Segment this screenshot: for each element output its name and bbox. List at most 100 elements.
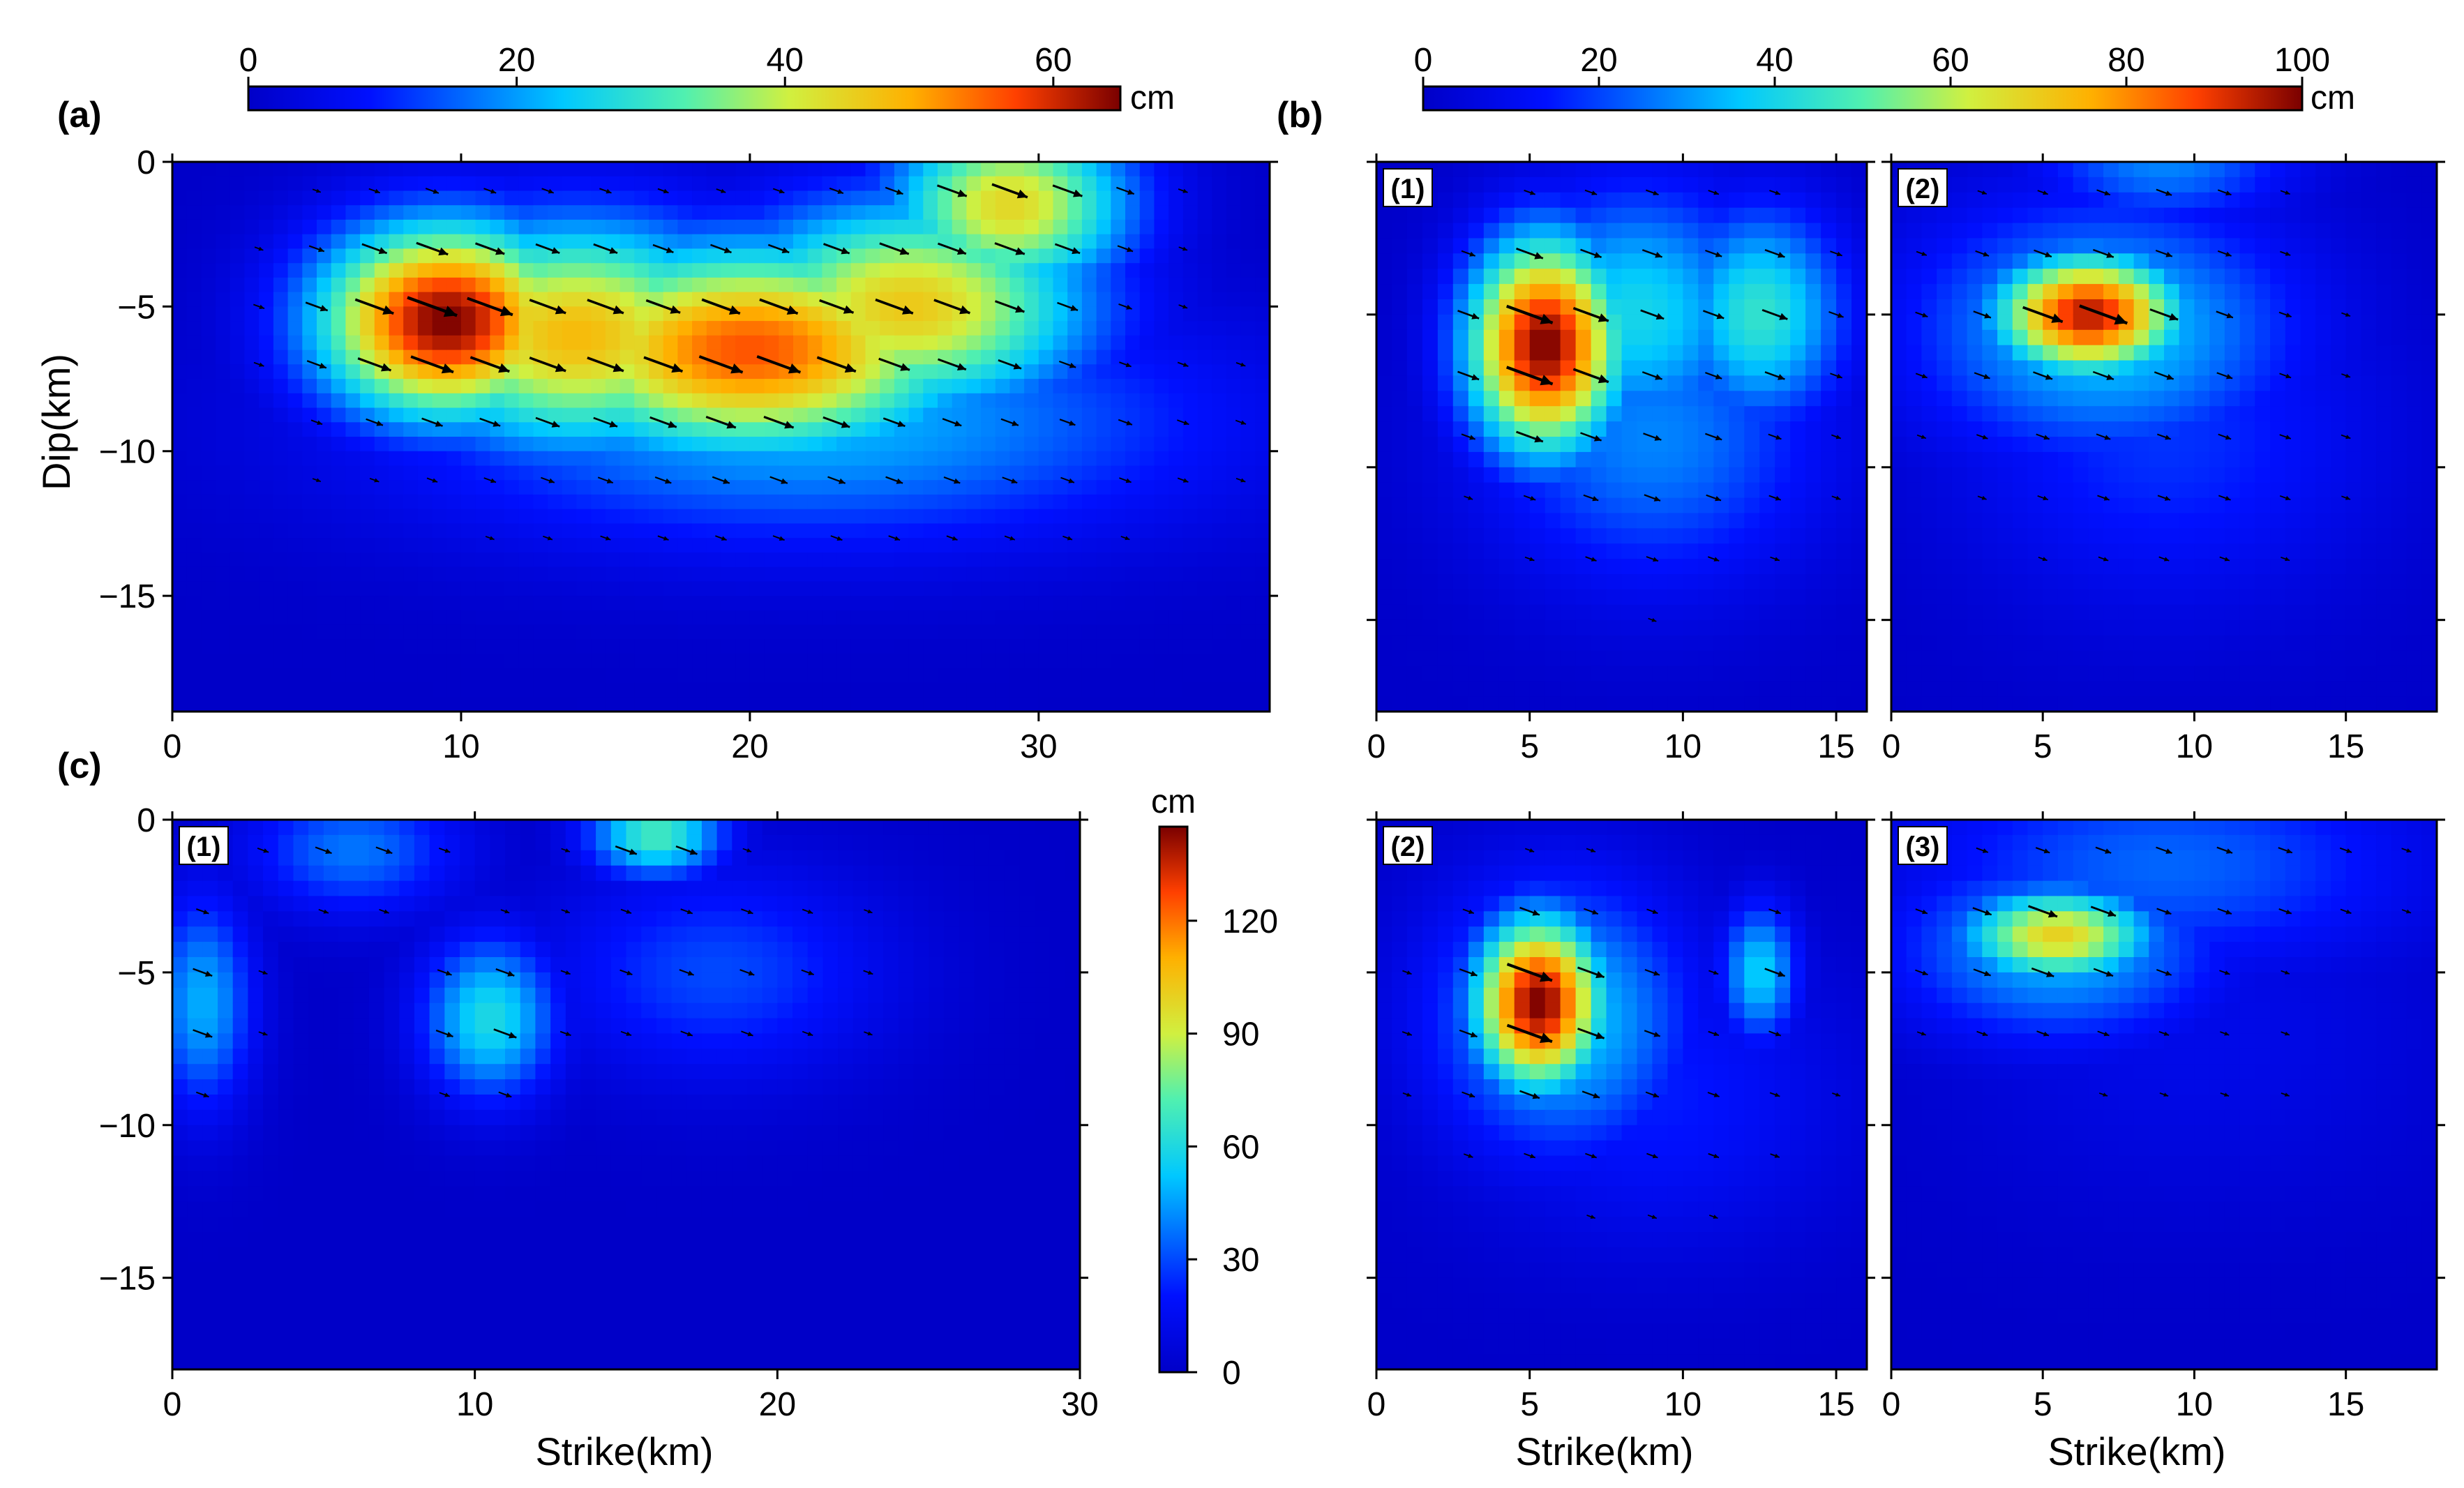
slip-cell	[201, 364, 216, 379]
slip-cell	[1575, 574, 1592, 590]
slip-cell	[938, 552, 953, 568]
slip-cell	[1713, 574, 1729, 590]
slip-cell	[1891, 299, 1907, 315]
slip-cell	[230, 610, 246, 626]
slip-cell	[1514, 666, 1531, 682]
slip-cell	[1067, 437, 1083, 452]
slip-cell	[938, 654, 953, 669]
slip-cell	[216, 581, 231, 596]
slip-cell	[634, 407, 649, 423]
slip-cell	[1125, 176, 1141, 191]
slip-cell	[1169, 422, 1184, 437]
slip-cell	[345, 538, 361, 553]
slip-cell	[403, 682, 419, 698]
rake-arrow-head	[1529, 190, 1535, 195]
slip-cell	[735, 292, 751, 307]
rake-arrow-head	[670, 305, 681, 314]
slip-cell	[1967, 497, 1983, 514]
slip-cell	[1038, 407, 1054, 423]
slip-cell	[504, 321, 520, 336]
slip-cell	[1851, 497, 1868, 514]
slip-cell	[1805, 207, 1821, 224]
slip-cell	[1038, 393, 1054, 409]
slip-cell	[692, 451, 707, 466]
slip-cell	[576, 248, 592, 264]
slip-cell	[1729, 375, 1745, 391]
slip-cell	[1498, 574, 1515, 590]
slip-cell	[2057, 513, 2074, 529]
slip-cell	[417, 509, 433, 524]
slip-cell	[908, 234, 924, 249]
slip-cell	[417, 219, 433, 235]
slip-cell	[2027, 329, 2043, 346]
slip-cell	[1406, 253, 1423, 269]
y-tick-label: −15	[99, 578, 156, 615]
slip-cell	[2103, 574, 2119, 590]
slip-cell	[2027, 192, 2043, 209]
slip-cell	[880, 480, 895, 495]
slip-cell	[446, 248, 462, 264]
rake-arrow-head	[728, 305, 740, 315]
slip-cell	[2043, 162, 2059, 178]
slip-cell	[1483, 284, 1500, 300]
slip-cell	[1729, 650, 1745, 666]
slip-cell	[1906, 345, 1922, 361]
slip-cell	[1545, 238, 1561, 254]
slip-cell	[1545, 192, 1561, 209]
slip-cell	[908, 219, 924, 235]
slip-cell	[1422, 497, 1438, 514]
slip-cell	[764, 480, 779, 495]
slip-cell	[230, 393, 246, 409]
slip-cell	[1139, 306, 1155, 322]
slip-cell	[1498, 406, 1515, 422]
slip-cell	[822, 219, 837, 235]
slip-cell	[1053, 162, 1068, 177]
slip-cell	[981, 697, 996, 712]
slip-cell	[1169, 581, 1184, 596]
slip-cell	[446, 335, 462, 351]
slip-cell	[417, 407, 433, 423]
slip-cell	[1652, 406, 1668, 422]
slip-cell	[1406, 421, 1423, 437]
slip-cell	[1081, 596, 1097, 611]
slip-cell	[2088, 314, 2104, 331]
slip-cell	[1197, 437, 1212, 452]
slip-cell	[1067, 277, 1083, 293]
slip-cell	[533, 205, 548, 220]
slip-cell	[1529, 559, 1546, 575]
slip-cell	[374, 407, 390, 423]
slip-cell	[1529, 604, 1546, 621]
slip-cell	[1081, 335, 1097, 351]
slip-cell	[490, 350, 505, 365]
slip-cell	[504, 465, 520, 481]
slip-cell	[1982, 192, 1998, 209]
slip-cell	[548, 610, 563, 626]
slip-cell	[1652, 451, 1668, 468]
slip-cell	[2088, 666, 2104, 682]
slip-cell	[1790, 269, 1806, 285]
slip-cell	[1024, 407, 1039, 423]
slip-cell	[1452, 604, 1469, 621]
slip-cell	[230, 494, 246, 510]
slip-cell	[2027, 467, 2043, 483]
slip-cell	[880, 654, 895, 669]
slip-cell	[417, 682, 433, 698]
slip-cell	[850, 379, 866, 394]
slip-cell	[244, 335, 260, 351]
slip-cell	[201, 263, 216, 278]
slip-cell	[2012, 360, 2029, 377]
rake-arrow-head	[1837, 313, 1844, 318]
slip-cell	[1713, 238, 1729, 254]
slip-cell	[273, 248, 289, 264]
slip-cell	[1422, 299, 1438, 315]
slip-cell	[1240, 581, 1256, 596]
slip-cell	[836, 509, 852, 524]
slip-cell	[230, 234, 246, 249]
slip-cell	[1169, 494, 1184, 510]
slip-cell	[995, 566, 1011, 582]
slip-cell	[1997, 360, 2013, 377]
slip-cell	[460, 335, 476, 351]
slip-cell	[677, 624, 693, 640]
slip-cell	[1759, 604, 1775, 621]
slip-cell	[548, 596, 563, 611]
